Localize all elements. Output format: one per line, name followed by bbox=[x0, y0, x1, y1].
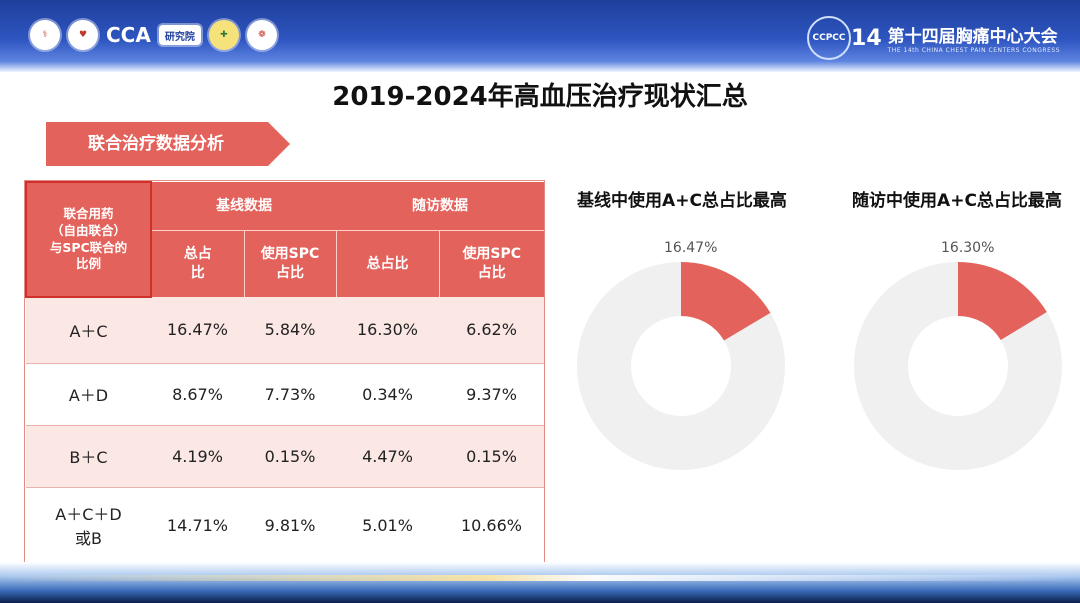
subheader-line: 使用SPC bbox=[462, 246, 522, 263]
table-cell: 8.67% bbox=[151, 363, 244, 425]
table-cell: 16.47% bbox=[151, 297, 244, 363]
table-cell: 7.73% bbox=[244, 363, 336, 425]
table-row: A＋C＋D 或B 14.71% 9.81% 5.01% 10.66% bbox=[26, 487, 544, 563]
subheader-spc: 使用SPC 占比 bbox=[243, 230, 336, 297]
combination-table: 联合用药 （自由联合） 与SPC联合的 比例 基线数据 随访数据 总占 比 使用… bbox=[24, 180, 545, 565]
table-cell: 0.15% bbox=[244, 425, 336, 487]
header-banner: ⚕ ♥ CCA 研究院 ✚ ❁ CCPCC 14 第十四届胸痛中心大会 THE … bbox=[0, 0, 1080, 72]
followup-chart: 随访中使用A+C总占比最高 bbox=[827, 186, 1080, 211]
table-cell: 9.81% bbox=[244, 487, 336, 563]
table-cell: 10.66% bbox=[439, 487, 544, 563]
table-cell: 4.19% bbox=[151, 425, 244, 487]
table-cell: 5.01% bbox=[336, 487, 439, 563]
row-label: B＋C bbox=[26, 425, 151, 487]
group-header-followup: 随访数据 bbox=[336, 182, 544, 231]
corner-line: 与SPC联合的 bbox=[49, 239, 128, 255]
row-label: A＋D bbox=[26, 363, 151, 425]
table-cell: 9.37% bbox=[439, 363, 544, 425]
congress-brand: CCPCC 14 第十四届胸痛中心大会 THE 14th CHINA CHEST… bbox=[807, 16, 1060, 60]
subheader-total: 总占 比 bbox=[150, 230, 244, 297]
table-cell: 5.84% bbox=[244, 297, 336, 363]
emblem-logo: ✚ bbox=[208, 20, 239, 50]
society-logo-1: ⚕ bbox=[30, 20, 60, 50]
section-tag-label: 联合治疗数据分析 bbox=[88, 134, 224, 154]
table-cell: 16.30% bbox=[336, 297, 439, 363]
table-cell: 6.62% bbox=[439, 297, 544, 363]
subheader-line: 占比 bbox=[477, 265, 506, 281]
subheader-total: 总占比 bbox=[335, 230, 439, 297]
footer-earth-banner bbox=[0, 562, 1080, 603]
baseline-chart-value-label: 16.47% bbox=[664, 240, 718, 256]
ccpcc-number: 14 bbox=[851, 25, 882, 51]
table-row: A＋D 8.67% 7.73% 0.34% 9.37% bbox=[26, 363, 544, 425]
table-cell: 0.34% bbox=[336, 363, 439, 425]
table-cell: 14.71% bbox=[151, 487, 244, 563]
corner-line: 比例 bbox=[75, 256, 101, 272]
group-header-baseline: 基线数据 bbox=[151, 182, 336, 231]
baseline-chart: 基线中使用A+C总占比最高 bbox=[552, 186, 812, 211]
row-label: A＋C bbox=[26, 297, 151, 363]
section-tag-arrow bbox=[46, 122, 290, 166]
subheader-spc: 使用SPC 占比 bbox=[438, 230, 544, 297]
section-tag: 联合治疗数据分析 bbox=[46, 122, 290, 166]
table-cell: 0.15% bbox=[439, 425, 544, 487]
congress-title: 第十四届胸痛中心大会 bbox=[887, 27, 1058, 47]
subheader-line: 使用SPC bbox=[260, 246, 320, 263]
footer-glow bbox=[0, 575, 1080, 581]
ccpcc-badge: CCPCC bbox=[807, 16, 852, 60]
followup-donut-chart bbox=[854, 262, 1062, 470]
table-cell: 4.47% bbox=[336, 425, 439, 487]
subheader-line: 总占比 bbox=[366, 255, 409, 272]
row-label-line: 或B bbox=[75, 529, 102, 548]
table-row: B＋C 4.19% 0.15% 4.47% 0.15% bbox=[26, 425, 544, 487]
logo-strip: ⚕ ♥ CCA 研究院 ✚ ❁ bbox=[30, 20, 277, 50]
corner-line: 联合用药 bbox=[63, 205, 114, 221]
cca-logo: CCA bbox=[106, 23, 151, 47]
subheader-line: 总占 bbox=[183, 246, 212, 263]
corner-header: 联合用药 （自由联合） 与SPC联合的 比例 bbox=[25, 181, 152, 298]
baseline-chart-title: 基线中使用A+C总占比最高 bbox=[577, 191, 787, 211]
donut-slice-ac bbox=[681, 262, 771, 341]
congress-subtitle: THE 14th CHINA CHEST PAIN CENTERS CONGRE… bbox=[887, 47, 1060, 54]
heart-logo: ♥ bbox=[68, 20, 98, 50]
followup-chart-title: 随访中使用A+C总占比最高 bbox=[852, 191, 1062, 211]
institute-logo: 研究院 bbox=[158, 25, 201, 45]
round-logo-5: ❁ bbox=[246, 20, 277, 50]
corner-line: （自由联合） bbox=[50, 222, 126, 238]
row-label: A＋C＋D 或B bbox=[26, 487, 151, 563]
donut-slice-ac bbox=[958, 262, 1047, 341]
followup-chart-value-label: 16.30% bbox=[941, 240, 995, 256]
table-row: A＋C 16.47% 5.84% 16.30% 6.62% bbox=[26, 297, 544, 363]
page-title: 2019-2024年高血压治疗现状汇总 bbox=[332, 82, 748, 112]
subheader-line: 占比 bbox=[276, 265, 304, 281]
row-label-line: A＋C＋D bbox=[55, 505, 122, 524]
baseline-donut-chart bbox=[577, 262, 785, 470]
subheader-line: 比 bbox=[190, 265, 205, 281]
